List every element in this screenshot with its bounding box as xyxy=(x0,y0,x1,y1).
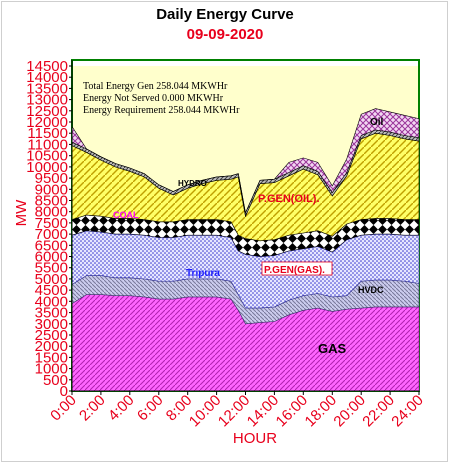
y-tick-label: 9500 xyxy=(35,170,68,187)
x-tick-label: 20:00 xyxy=(330,392,369,431)
y-tick-label: 9000 xyxy=(35,181,68,198)
y-tick-label: 11000 xyxy=(27,136,68,153)
x-axis: 0:002:004:006:008:0010:0012:0014:0016:00… xyxy=(47,390,427,431)
y-tick-label: 13000 xyxy=(26,92,68,109)
y-tick-label: 5000 xyxy=(35,271,68,288)
y-tick-label: 500 xyxy=(43,372,68,389)
area-oil xyxy=(71,108,420,214)
y-tick-label: 6500 xyxy=(35,237,68,254)
x-tick-label: 12:00 xyxy=(215,392,254,431)
annotation-total-energy: Total Energy Gen 258.044 MKWHr xyxy=(83,81,228,92)
series-label-tripura: Tripura xyxy=(186,268,220,279)
y-axis-title: MW xyxy=(13,199,30,226)
y-tick-label: 5500 xyxy=(35,260,68,277)
y-tick-label: 8500 xyxy=(35,193,68,210)
y-tick-label: 14000 xyxy=(26,69,68,86)
x-tick-label: 10:00 xyxy=(186,392,225,431)
x-tick-label: 0:00 xyxy=(47,392,80,425)
y-tick-label: 7000 xyxy=(35,226,68,243)
y-tick-label: 3500 xyxy=(35,305,68,322)
y-tick-label: 0 xyxy=(60,383,68,400)
x-tick-label: 16:00 xyxy=(273,392,312,431)
x-tick-label: 24:00 xyxy=(388,392,427,431)
y-tick-label: 1500 xyxy=(35,349,68,366)
x-tick-label: 2:00 xyxy=(76,392,109,425)
chart-title: Daily Energy Curve xyxy=(156,6,294,23)
series-label-hydro: HYDRO xyxy=(178,179,207,188)
series-label-pgen-gas: P.GEN(GAS). xyxy=(264,265,325,276)
x-tick-label: 6:00 xyxy=(134,392,167,425)
y-tick-label: 2500 xyxy=(35,327,68,344)
series-areas xyxy=(71,108,420,392)
y-tick-label: 4500 xyxy=(35,282,68,299)
y-tick-label: 6000 xyxy=(35,249,68,266)
series-label-oil: Oil xyxy=(370,117,384,128)
x-tick-label: 14:00 xyxy=(244,392,283,431)
y-tick-label: 8000 xyxy=(35,204,68,221)
series-label-hvdc: HVDC xyxy=(358,285,384,295)
annotation-energy-not-served: Energy Not Served 0.000 MKWHr xyxy=(83,93,224,104)
y-tick-label: 11500 xyxy=(27,125,68,142)
y-tick-label: 1000 xyxy=(35,361,68,378)
y-tick-label: 13500 xyxy=(26,80,68,97)
series-label-pgen-gas-box xyxy=(261,261,333,276)
x-axis-title: HOUR xyxy=(233,430,277,447)
y-tick-label: 14500 xyxy=(26,58,68,75)
y-tick-label: 12500 xyxy=(26,103,68,120)
x-tick-label: 4:00 xyxy=(105,392,138,425)
y-tick-label: 12000 xyxy=(26,114,68,131)
y-axis: 0500100015002000250030003500400045005000… xyxy=(26,58,73,400)
x-tick-label: 18:00 xyxy=(302,392,341,431)
series-label-pgen-oil: P.GEN(OIL). xyxy=(258,193,320,205)
annotation-energy-requirement: Energy Requirement 258.044 MKWHr xyxy=(83,105,240,116)
x-tick-label: 22:00 xyxy=(359,392,398,431)
y-tick-label: 7500 xyxy=(35,215,68,232)
y-tick-label: 2000 xyxy=(35,338,68,355)
series-label-coal: COAL xyxy=(113,210,139,220)
series-label-gas: GAS xyxy=(318,341,347,356)
y-tick-label: 10500 xyxy=(26,148,68,165)
y-tick-label: 4000 xyxy=(35,293,68,310)
y-tick-label: 3000 xyxy=(35,316,68,333)
chart-subtitle: 09-09-2020 xyxy=(186,26,264,43)
y-tick-label: 10000 xyxy=(26,159,68,176)
